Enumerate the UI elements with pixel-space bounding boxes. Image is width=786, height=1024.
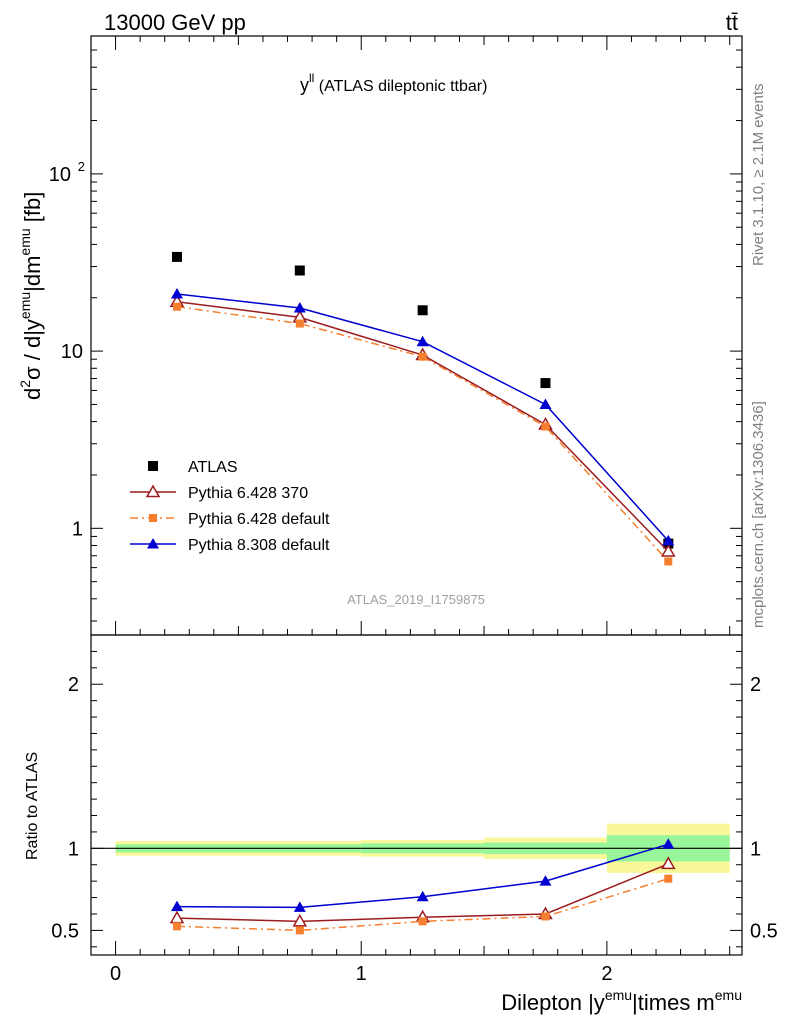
- ratio-series-0-point: [292, 913, 308, 927]
- main-y-tick-label-exponent: 2: [78, 159, 85, 174]
- legend-marker-0: [148, 461, 158, 471]
- x-tick-label: 0: [110, 963, 121, 985]
- ratio-plot-frame: [90, 634, 743, 956]
- x-axis-title: Dilepton |yemu|times memu: [501, 987, 742, 1015]
- ratio-series-1-point: [172, 922, 181, 931]
- plot-title: yll (ATLAS dileptonic ttbar): [300, 71, 487, 95]
- ratio-series-1-point: [664, 874, 673, 883]
- plot-title-sup: ll: [309, 71, 314, 85]
- main-y-tick-label: 10: [49, 164, 71, 186]
- legend-marker-2: [149, 514, 157, 522]
- main-series-3-point: [170, 288, 183, 299]
- ratio-y-axis-title: Ratio to ATLAS: [24, 752, 41, 860]
- legend: ATLAS Pythia 6.428 370 Pythia 6.428 defaul…: [130, 459, 330, 554]
- analysis-id: ATLAS_2019_I1759875: [347, 592, 485, 607]
- main-series-0-point: [171, 251, 182, 262]
- main-series-3-point: [539, 398, 552, 409]
- plot-title-main: y: [300, 75, 309, 95]
- main-series-2-point: [295, 319, 304, 328]
- legend-marker-1: [145, 484, 161, 498]
- x-tick-label: 2: [601, 963, 612, 985]
- main-series-line-2: [176, 305, 669, 562]
- process-label: tt̄: [726, 10, 738, 35]
- legend-label-2: Pythia 6.428 default: [188, 511, 330, 528]
- legend-marker-3: [147, 538, 159, 549]
- ratio-series-0-point: [661, 856, 676, 870]
- energy-label: 13000 GeV pp: [104, 10, 246, 35]
- ratio-series-2-point: [662, 838, 675, 849]
- ratio-series-2-point: [416, 890, 429, 902]
- ratio-series-2-point: [170, 900, 183, 912]
- legend-label-3: Pythia 8.308 default: [188, 537, 330, 554]
- plot-title-rest: (ATLAS dileptonic ttbar): [314, 78, 487, 95]
- rivet-label: Rivet 3.1.10, ≥ 2.1M events: [750, 84, 767, 267]
- mcplots-label: mcplots.cern.ch [arXiv:1306.3436]: [750, 401, 767, 628]
- ratio-y-tick-label: 0.5: [51, 920, 79, 942]
- main-series-2-point: [541, 422, 550, 431]
- main-y-tick-label: 10: [61, 341, 83, 363]
- main-series-0-point: [417, 305, 428, 316]
- ratio-y-tick-label-right: 0.5: [750, 920, 778, 942]
- ratio-y-tick-label-right: 2: [750, 674, 761, 696]
- ratio-series-1-point: [295, 926, 304, 935]
- main-series-3-point: [293, 302, 306, 313]
- ratio-series-0-point: [169, 910, 185, 924]
- main-series-2-point: [418, 352, 427, 361]
- main-plot-layer: 1 10 10 2: [49, 35, 742, 635]
- ratio-y-tick-label: 1: [68, 838, 79, 860]
- main-series-line-3: [176, 293, 669, 542]
- legend-label-1: Pythia 6.428 370: [188, 485, 308, 502]
- legend-label-0: ATLAS: [188, 459, 238, 476]
- main-y-axis-title: d2σ / d|yemu|dmemu [fb]: [17, 192, 45, 400]
- main-series-3-point: [416, 335, 429, 347]
- ratio-plot-layer: 0 1 2 0.5 0.5 1 1 2 2: [51, 634, 778, 985]
- main-y-tick-label: 1: [72, 518, 83, 540]
- ratio-y-tick-label-right: 1: [750, 838, 761, 860]
- x-tick-label: 1: [356, 963, 367, 985]
- main-series-1-point: [661, 543, 676, 557]
- main-series-2-point: [172, 302, 181, 311]
- ratio-series-2-point: [293, 901, 306, 912]
- ratio-series-1-point: [418, 917, 427, 926]
- ratio-y-tick-label: 2: [68, 674, 79, 696]
- main-series-2-point: [664, 557, 673, 566]
- ratio-series-1-point: [541, 912, 550, 921]
- main-series-3-point: [662, 534, 675, 546]
- main-series-0-point: [540, 378, 551, 389]
- main-series-0-point: [294, 265, 305, 276]
- ratio-series-2-point: [539, 875, 552, 886]
